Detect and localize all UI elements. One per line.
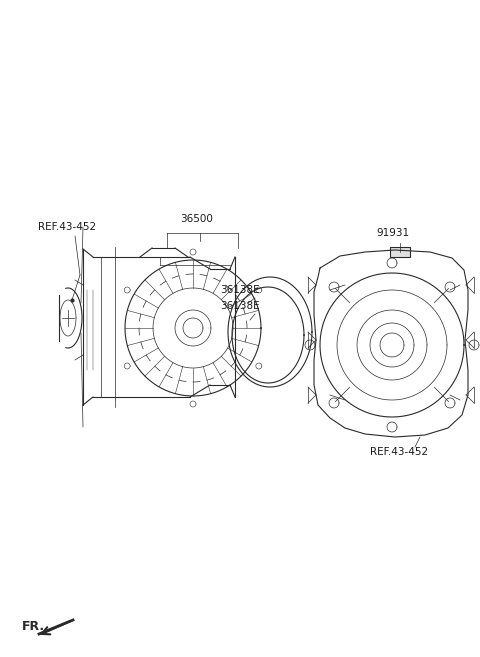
Text: REF.43-452: REF.43-452 — [38, 222, 96, 232]
Text: 36138E: 36138E — [220, 301, 260, 311]
Text: 36138E: 36138E — [220, 285, 260, 295]
Text: 91931: 91931 — [376, 228, 409, 238]
FancyBboxPatch shape — [390, 247, 410, 257]
Text: 36500: 36500 — [180, 214, 213, 224]
Text: FR.: FR. — [22, 620, 45, 633]
Text: REF.43-452: REF.43-452 — [370, 447, 428, 457]
